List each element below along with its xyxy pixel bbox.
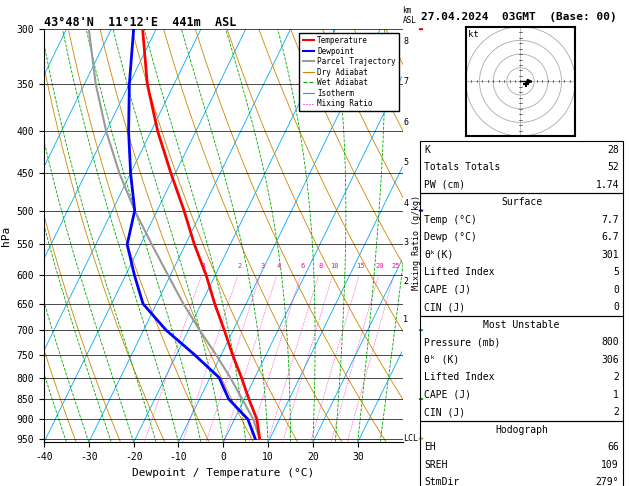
Text: Hodograph: Hodograph (495, 425, 548, 434)
Text: 6: 6 (301, 263, 305, 269)
Text: Mixing Ratio (g/kg): Mixing Ratio (g/kg) (412, 195, 421, 291)
Text: 1.74: 1.74 (596, 180, 619, 190)
Text: CIN (J): CIN (J) (424, 407, 465, 417)
Text: LCL: LCL (403, 434, 418, 443)
Text: CAPE (J): CAPE (J) (424, 390, 471, 399)
Text: Totals Totals: Totals Totals (424, 162, 500, 172)
Text: 15: 15 (357, 263, 365, 269)
Text: 7: 7 (403, 77, 408, 87)
Text: 66: 66 (607, 442, 619, 452)
Y-axis label: hPa: hPa (1, 226, 11, 246)
Text: kt: kt (468, 30, 479, 39)
Text: Surface: Surface (501, 197, 542, 207)
Legend: Temperature, Dewpoint, Parcel Trajectory, Dry Adiabat, Wet Adiabat, Isotherm, Mi: Temperature, Dewpoint, Parcel Trajectory… (299, 33, 399, 111)
Text: 27.04.2024  03GMT  (Base: 00): 27.04.2024 03GMT (Base: 00) (421, 12, 617, 22)
Text: 20: 20 (376, 263, 384, 269)
Text: 28: 28 (607, 145, 619, 155)
Text: 279°: 279° (596, 477, 619, 486)
Text: 0: 0 (613, 285, 619, 295)
Text: 2: 2 (403, 277, 408, 286)
Text: 52: 52 (607, 162, 619, 172)
Text: 43°48'N  11°12'E  441m  ASL: 43°48'N 11°12'E 441m ASL (44, 16, 237, 29)
Text: 2: 2 (238, 263, 242, 269)
Text: θᵏ(K): θᵏ(K) (424, 250, 454, 260)
Text: Dewp (°C): Dewp (°C) (424, 232, 477, 242)
Text: Lifted Index: Lifted Index (424, 267, 494, 277)
Text: 301: 301 (601, 250, 619, 260)
Text: 1: 1 (201, 263, 206, 269)
Text: 25: 25 (391, 263, 400, 269)
Text: 109: 109 (601, 460, 619, 469)
Text: 6.7: 6.7 (601, 232, 619, 242)
Text: 6: 6 (403, 118, 408, 127)
Text: 306: 306 (601, 355, 619, 364)
Text: 7.7: 7.7 (601, 215, 619, 225)
Text: CIN (J): CIN (J) (424, 302, 465, 312)
Text: 8: 8 (318, 263, 323, 269)
Text: 8: 8 (403, 37, 408, 47)
Text: 3: 3 (260, 263, 264, 269)
Text: K: K (424, 145, 430, 155)
Text: 4: 4 (277, 263, 281, 269)
Text: CAPE (J): CAPE (J) (424, 285, 471, 295)
Text: 2: 2 (613, 407, 619, 417)
X-axis label: Dewpoint / Temperature (°C): Dewpoint / Temperature (°C) (132, 468, 314, 478)
Text: SREH: SREH (424, 460, 447, 469)
Text: PW (cm): PW (cm) (424, 180, 465, 190)
Text: StmDir: StmDir (424, 477, 459, 486)
Text: EH: EH (424, 442, 436, 452)
Text: 1: 1 (613, 390, 619, 399)
Text: 4: 4 (403, 199, 408, 208)
Text: Temp (°C): Temp (°C) (424, 215, 477, 225)
Text: Lifted Index: Lifted Index (424, 372, 494, 382)
Text: Most Unstable: Most Unstable (483, 320, 560, 330)
Text: 800: 800 (601, 337, 619, 347)
Text: 0: 0 (613, 302, 619, 312)
Text: Pressure (mb): Pressure (mb) (424, 337, 500, 347)
Text: 5: 5 (613, 267, 619, 277)
Text: 10: 10 (330, 263, 339, 269)
Text: km
ASL: km ASL (403, 6, 416, 25)
Text: 3: 3 (403, 238, 408, 247)
Text: 2: 2 (613, 372, 619, 382)
Text: 5: 5 (403, 158, 408, 167)
Text: 1: 1 (403, 315, 408, 324)
Text: θᵏ (K): θᵏ (K) (424, 355, 459, 364)
